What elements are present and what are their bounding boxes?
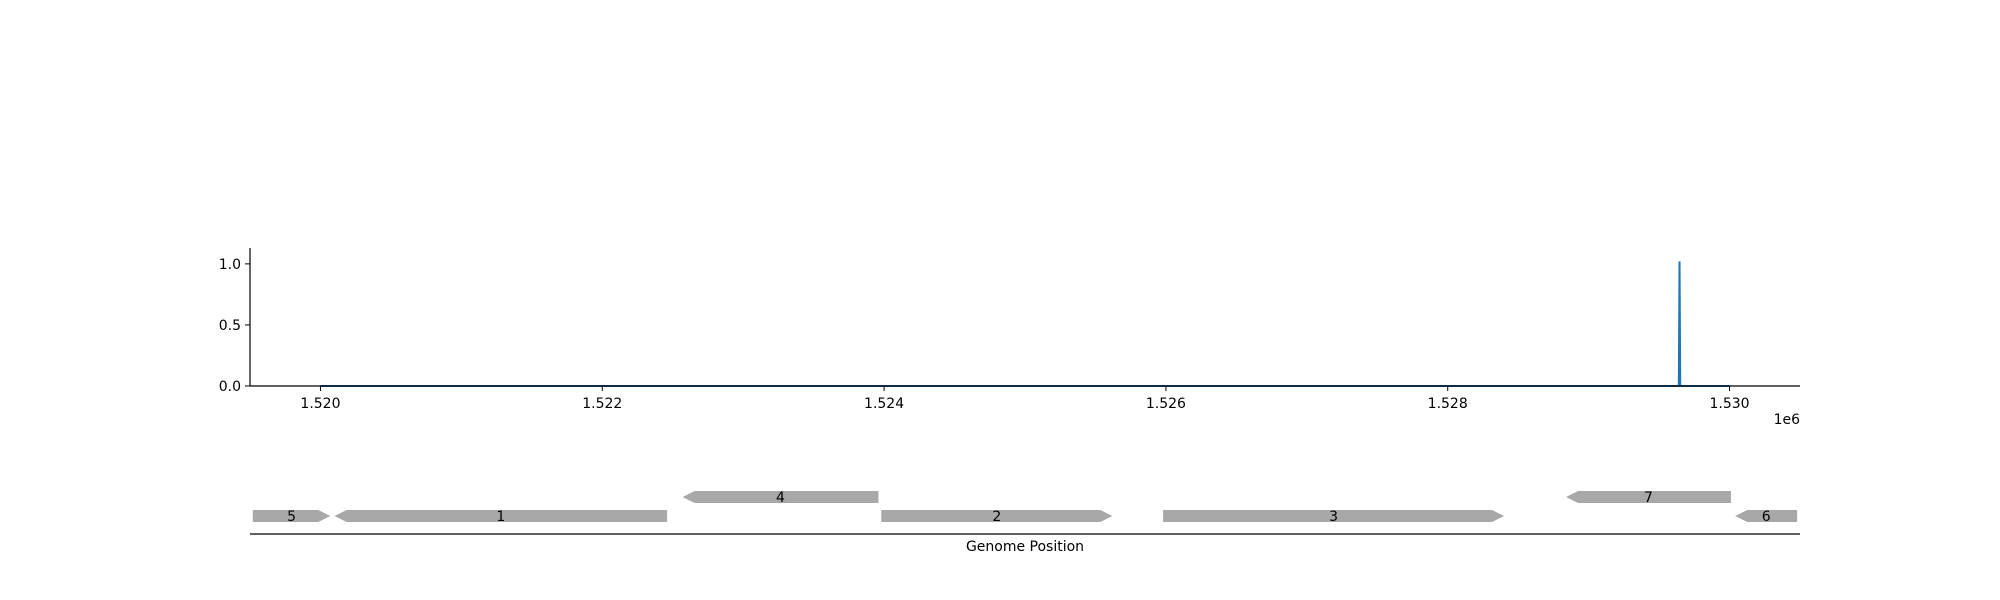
y-tick-label: 0.0 — [219, 379, 241, 395]
x-tick-label: 1.526 — [1146, 396, 1186, 412]
x-tick-label: 1.520 — [300, 396, 340, 412]
x-tick-label: 1.524 — [864, 396, 904, 412]
x-tick-label: 1.522 — [582, 396, 622, 412]
gene-label: 5 — [287, 509, 296, 525]
gene-track: 5 1 4 2 3 7 6 Genome Position — [250, 490, 1800, 555]
x-tick-label: 1.528 — [1428, 396, 1468, 412]
x-tick-label: 1.530 — [1709, 396, 1749, 412]
gene-arrow — [1163, 510, 1505, 522]
x-axis-label: Genome Position — [966, 539, 1084, 555]
gene-label: 6 — [1762, 509, 1771, 525]
x-ticks: 1.520 1.522 1.524 1.526 1.528 1.530 — [300, 386, 1750, 412]
y-ticks: 0.0 0.5 1.0 — [219, 257, 250, 395]
gene-arrow — [1735, 510, 1798, 522]
gene-label: 1 — [496, 509, 505, 525]
gene-arrow — [252, 510, 331, 522]
gene-arrow — [334, 510, 668, 522]
coverage-plot: 1.520 1.522 1.524 1.526 1.528 1.530 0.0 0.5 1.0… — [219, 248, 1800, 428]
x-offset-label: 1e6 — [1774, 412, 1801, 428]
gene-label: 2 — [992, 509, 1001, 525]
gene-label: 3 — [1329, 509, 1338, 525]
series-line — [320, 261, 1730, 387]
genes-layer: 5 1 4 2 3 7 6 — [252, 490, 1798, 525]
gene-label: 7 — [1644, 490, 1653, 506]
y-tick-label: 0.5 — [219, 318, 241, 334]
gene-label: 4 — [776, 490, 785, 506]
y-tick-label: 1.0 — [219, 257, 241, 273]
gene-arrow — [1566, 491, 1731, 503]
gene-arrow — [682, 491, 879, 503]
gene-arrow — [881, 510, 1113, 522]
series-layer — [320, 261, 1730, 387]
